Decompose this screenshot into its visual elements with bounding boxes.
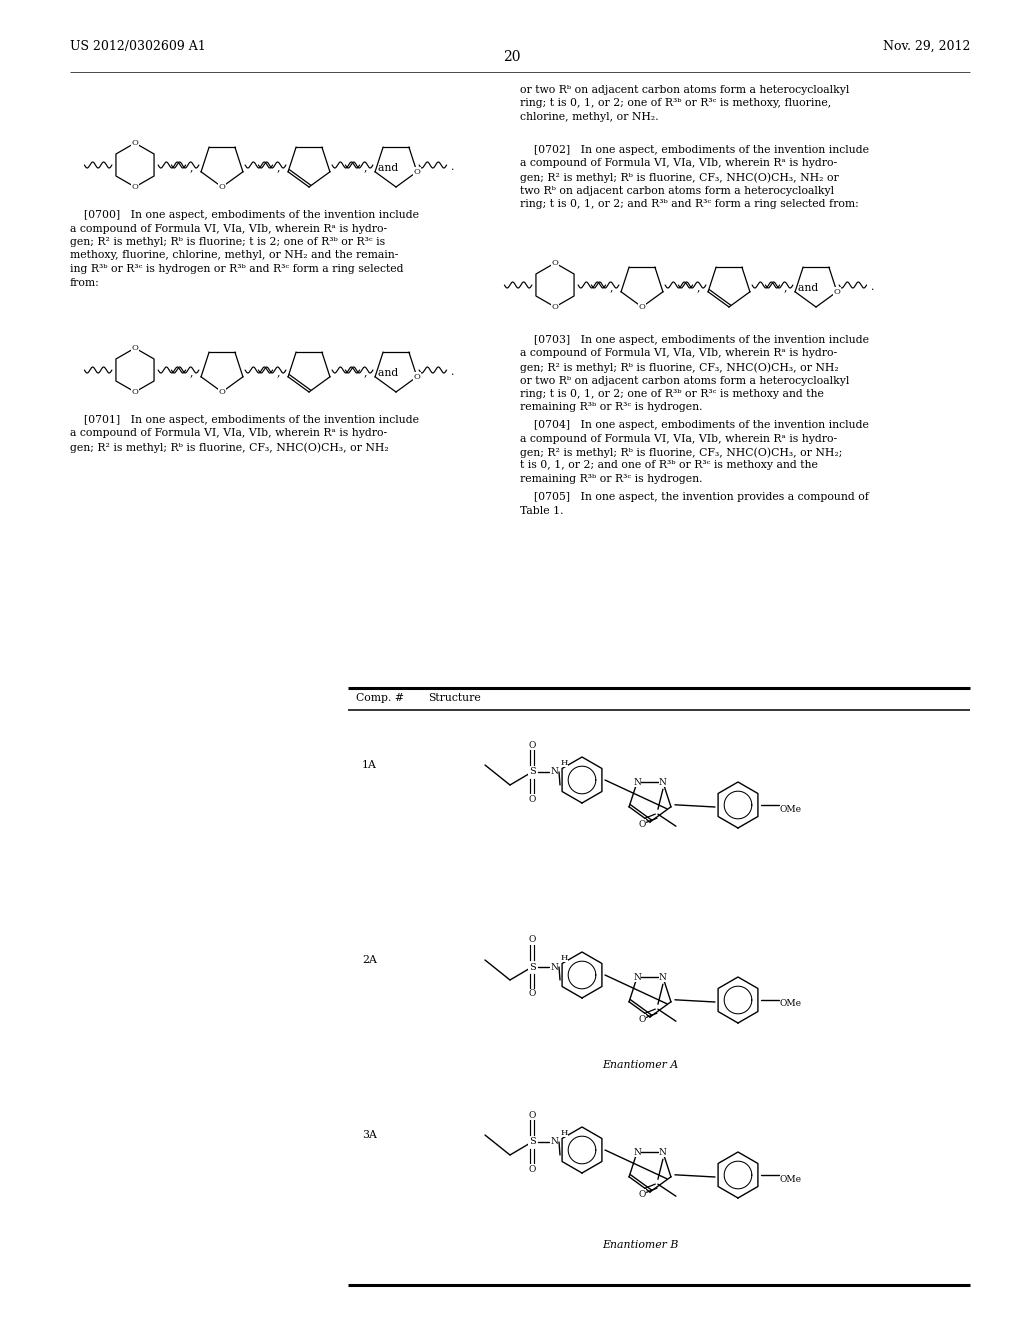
Text: ,: , xyxy=(610,282,613,292)
Text: US 2012/0302609 A1: US 2012/0302609 A1 xyxy=(70,40,206,53)
Text: S: S xyxy=(528,767,536,776)
Text: S: S xyxy=(528,962,536,972)
Text: gen; R² is methyl; Rᵇ is fluorine, CF₃, NHC(O)CH₃, NH₂ or: gen; R² is methyl; Rᵇ is fluorine, CF₃, … xyxy=(520,172,839,182)
Text: O: O xyxy=(638,820,645,829)
Text: or two Rᵇ on adjacent carbon atoms form a heterocycloalkyl: or two Rᵇ on adjacent carbon atoms form … xyxy=(520,375,849,385)
Text: N: N xyxy=(633,973,641,982)
Text: gen; R² is methyl; Rᵇ is fluorine, CF₃, NHC(O)CH₃, or NH₂: gen; R² is methyl; Rᵇ is fluorine, CF₃, … xyxy=(520,362,839,372)
Text: ,   and: , and xyxy=(364,367,398,378)
Text: O: O xyxy=(414,372,421,380)
Text: O: O xyxy=(552,304,558,312)
Text: a compound of Formula VI, VIa, VIb, wherein Rᵃ is hydro-: a compound of Formula VI, VIa, VIb, wher… xyxy=(520,348,838,359)
Text: t is 0, 1, or 2; and one of R³ᵇ or R³ᶜ is methoxy and the: t is 0, 1, or 2; and one of R³ᵇ or R³ᶜ i… xyxy=(520,461,818,470)
Text: O: O xyxy=(638,1015,645,1024)
Text: Nov. 29, 2012: Nov. 29, 2012 xyxy=(883,40,970,53)
Text: N: N xyxy=(550,1138,558,1147)
Text: ,: , xyxy=(278,162,281,172)
Text: N: N xyxy=(659,777,667,787)
Text: [0702]   In one aspect, embodiments of the invention include: [0702] In one aspect, embodiments of the… xyxy=(520,145,869,154)
Text: ring; t is 0, 1, or 2; and R³ᵇ and R³ᶜ form a ring selected from:: ring; t is 0, 1, or 2; and R³ᵇ and R³ᶜ f… xyxy=(520,199,859,209)
Text: O: O xyxy=(528,1164,536,1173)
Text: methoxy, fluorine, chlorine, methyl, or NH₂ and the remain-: methoxy, fluorine, chlorine, methyl, or … xyxy=(70,251,398,260)
Text: 2A: 2A xyxy=(362,954,377,965)
Text: OMe: OMe xyxy=(780,804,802,813)
Text: O: O xyxy=(834,288,841,296)
Text: ,: , xyxy=(697,282,700,292)
Text: O: O xyxy=(131,388,138,396)
Text: N: N xyxy=(550,767,558,776)
Text: O: O xyxy=(414,168,421,176)
Text: ,   and: , and xyxy=(784,282,818,292)
Text: [0701]   In one aspect, embodiments of the invention include: [0701] In one aspect, embodiments of the… xyxy=(70,414,419,425)
Text: O: O xyxy=(528,1110,536,1119)
Text: N: N xyxy=(659,1147,667,1156)
Text: or two Rᵇ on adjacent carbon atoms form a heterocycloalkyl: or two Rᵇ on adjacent carbon atoms form … xyxy=(520,84,849,95)
Text: gen; R² is methyl; Rᵇ is fluorine, CF₃, NHC(O)CH₃, or NH₂;: gen; R² is methyl; Rᵇ is fluorine, CF₃, … xyxy=(520,447,843,458)
Text: Structure: Structure xyxy=(428,693,480,704)
Text: .: . xyxy=(871,282,874,292)
Text: two Rᵇ on adjacent carbon atoms form a heterocycloalkyl: two Rᵇ on adjacent carbon atoms form a h… xyxy=(520,186,835,195)
Text: 20: 20 xyxy=(503,50,521,63)
Text: H: H xyxy=(560,759,567,767)
Text: O: O xyxy=(218,183,225,191)
Text: O: O xyxy=(131,139,138,147)
Text: chlorine, methyl, or NH₂.: chlorine, methyl, or NH₂. xyxy=(520,112,658,121)
Text: a compound of Formula VI, VIa, VIb, wherein Rᵃ is hydro-: a compound of Formula VI, VIa, VIb, wher… xyxy=(520,158,838,169)
Text: O: O xyxy=(131,345,138,352)
Text: N: N xyxy=(633,777,641,787)
Text: a compound of Formula VI, VIa, VIb, wherein Rᵃ is hydro-: a compound of Formula VI, VIa, VIb, wher… xyxy=(520,433,838,444)
Text: ,: , xyxy=(190,367,194,378)
Text: remaining R³ᵇ or R³ᶜ is hydrogen.: remaining R³ᵇ or R³ᶜ is hydrogen. xyxy=(520,474,702,484)
Text: O: O xyxy=(528,936,536,945)
Text: O: O xyxy=(552,259,558,267)
Text: O: O xyxy=(131,183,138,191)
Text: O: O xyxy=(528,795,536,804)
Text: O: O xyxy=(638,1189,645,1199)
Text: S: S xyxy=(528,1138,536,1147)
Text: [0705]   In one aspect, the invention provides a compound of: [0705] In one aspect, the invention prov… xyxy=(520,492,869,502)
Text: [0704]   In one aspect, embodiments of the invention include: [0704] In one aspect, embodiments of the… xyxy=(520,420,869,430)
Text: H: H xyxy=(560,954,567,962)
Text: ring; t is 0, 1, or 2; one of R³ᵇ or R³ᶜ is methoxy, fluorine,: ring; t is 0, 1, or 2; one of R³ᵇ or R³ᶜ… xyxy=(520,99,831,108)
Text: [0703]   In one aspect, embodiments of the invention include: [0703] In one aspect, embodiments of the… xyxy=(520,335,869,345)
Text: gen; R² is methyl; Rᵇ is fluorine, CF₃, NHC(O)CH₃, or NH₂: gen; R² is methyl; Rᵇ is fluorine, CF₃, … xyxy=(70,442,389,453)
Text: OMe: OMe xyxy=(780,999,802,1008)
Text: .: . xyxy=(451,162,455,172)
Text: N: N xyxy=(633,1147,641,1156)
Text: 1A: 1A xyxy=(362,760,377,770)
Text: O: O xyxy=(639,304,645,312)
Text: a compound of Formula VI, VIa, VIb, wherein Rᵃ is hydro-: a compound of Formula VI, VIa, VIb, wher… xyxy=(70,429,387,438)
Text: a compound of Formula VI, VIa, VIb, wherein Rᵃ is hydro-: a compound of Formula VI, VIa, VIb, wher… xyxy=(70,223,387,234)
Text: O: O xyxy=(528,990,536,998)
Text: [0700]   In one aspect, embodiments of the invention include: [0700] In one aspect, embodiments of the… xyxy=(70,210,419,220)
Text: ,: , xyxy=(278,367,281,378)
Text: Enantiomer B: Enantiomer B xyxy=(602,1239,678,1250)
Text: 3A: 3A xyxy=(362,1130,377,1140)
Text: O: O xyxy=(528,741,536,750)
Text: ,: , xyxy=(190,162,194,172)
Text: from:: from: xyxy=(70,277,99,288)
Text: Table 1.: Table 1. xyxy=(520,506,563,516)
Text: Enantiomer A: Enantiomer A xyxy=(602,1060,678,1071)
Text: ing R³ᵇ or R³ᶜ is hydrogen or R³ᵇ and R³ᶜ form a ring selected: ing R³ᵇ or R³ᶜ is hydrogen or R³ᵇ and R³… xyxy=(70,264,403,275)
Text: O: O xyxy=(218,388,225,396)
Text: remaining R³ᵇ or R³ᶜ is hydrogen.: remaining R³ᵇ or R³ᶜ is hydrogen. xyxy=(520,403,702,412)
Text: H: H xyxy=(560,1129,567,1137)
Text: ,   and: , and xyxy=(364,162,398,172)
Text: N: N xyxy=(659,973,667,982)
Text: OMe: OMe xyxy=(780,1175,802,1184)
Text: Comp. #: Comp. # xyxy=(356,693,404,704)
Text: gen; R² is methyl; Rᵇ is fluorine; t is 2; one of R³ᵇ or R³ᶜ is: gen; R² is methyl; Rᵇ is fluorine; t is … xyxy=(70,238,385,247)
Text: ring; t is 0, 1, or 2; one of R³ᵇ or R³ᶜ is methoxy and the: ring; t is 0, 1, or 2; one of R³ᵇ or R³ᶜ… xyxy=(520,389,824,399)
Text: N: N xyxy=(550,962,558,972)
Text: .: . xyxy=(451,367,455,378)
